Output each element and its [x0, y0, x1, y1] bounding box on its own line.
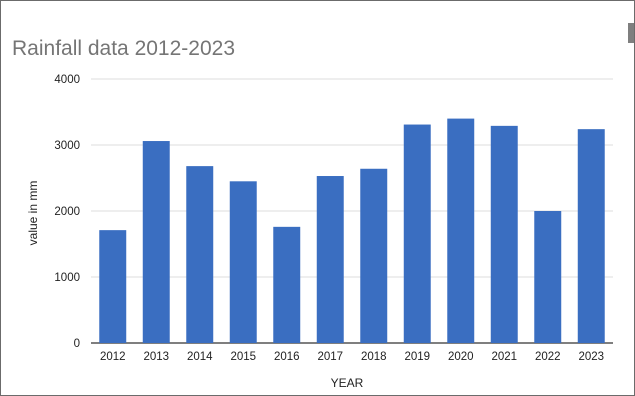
bar-2022[interactable] [534, 211, 562, 343]
y-axis-title: value in mm [26, 181, 40, 246]
y-tick-label: 4000 [54, 74, 80, 86]
x-tick-label: 2013 [143, 351, 169, 363]
x-tick-label: 2012 [100, 351, 126, 363]
x-tick-label: 2023 [578, 351, 604, 363]
x-tick-label: 2018 [361, 351, 387, 363]
bar-2020[interactable] [447, 118, 475, 343]
bar-2017[interactable] [316, 176, 344, 343]
x-axis-title: YEAR [331, 376, 364, 390]
scrollbar-thumb[interactable] [628, 23, 634, 43]
y-axis-ticks: 0 1000 2000 3000 4000 [54, 74, 80, 350]
y-tick-label: 0 [74, 338, 80, 350]
x-tick-label: 2016 [274, 351, 300, 363]
y-tick-label: 3000 [54, 140, 80, 152]
gridlines [91, 78, 613, 344]
x-tick-label: 2019 [404, 351, 430, 363]
bar-2015[interactable] [229, 181, 257, 343]
bar-2018[interactable] [360, 168, 388, 343]
x-tick-label: 2021 [491, 351, 517, 363]
y-tick-label: 2000 [54, 206, 80, 218]
chart-title: Rainfall data 2012-2023 [12, 37, 235, 60]
bar-2013[interactable] [142, 141, 170, 343]
bar-2016[interactable] [273, 226, 301, 343]
bar-2012[interactable] [99, 230, 127, 343]
x-tick-label: 2022 [535, 351, 561, 363]
bar-2023[interactable] [577, 129, 605, 343]
bar-2021[interactable] [490, 125, 518, 343]
y-tick-label: 1000 [54, 272, 80, 284]
bar-2019[interactable] [403, 124, 431, 343]
x-tick-label: 2014 [187, 351, 213, 363]
x-tick-label: 2015 [230, 351, 256, 363]
x-axis-ticks: 2012 2013 2014 2015 2016 2017 2018 2019 2020 2021… [100, 351, 604, 363]
bars [99, 118, 605, 343]
x-tick-label: 2020 [448, 351, 474, 363]
x-tick-label: 2017 [317, 351, 343, 363]
bar-2014[interactable] [186, 166, 214, 343]
